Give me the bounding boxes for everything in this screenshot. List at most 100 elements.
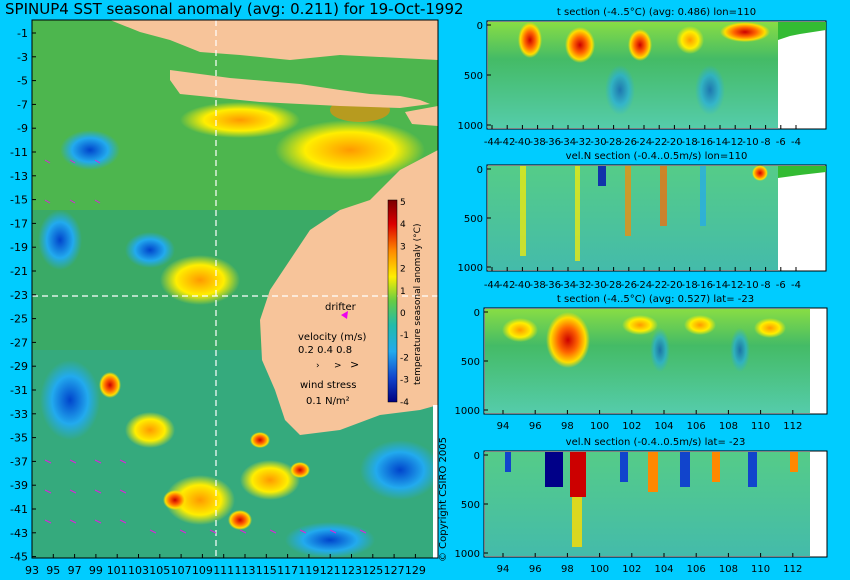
lon-tick-label: 115 bbox=[256, 564, 277, 577]
drifter-marker-icon bbox=[341, 311, 348, 319]
colorbar-label: temperature seasonal anomaly (°C) bbox=[413, 224, 423, 385]
lat-tick-label: -27 bbox=[10, 336, 28, 349]
section-x-tick-label: 108 bbox=[719, 421, 738, 432]
section-x-tick-label: 112 bbox=[783, 564, 802, 575]
section-x-tick-label: -42 bbox=[499, 137, 515, 148]
section-x-tick-label: -30 bbox=[590, 137, 606, 148]
section-title-t-lon: t section (-4..5°C) (avg: 0.486) lon=110 bbox=[556, 7, 757, 18]
lat-tick-label: -9 bbox=[17, 122, 28, 135]
colorbar-ticks: 5 4 3 2 1 0 -1 -2 -3 -4 bbox=[400, 198, 409, 408]
section-x-tick-label: 110 bbox=[751, 421, 770, 432]
section-x-tick-label: -20 bbox=[666, 280, 682, 291]
lon-tick-label: 105 bbox=[149, 564, 170, 577]
section-x-tick-label: -10 bbox=[742, 137, 758, 148]
section-x-tick-label: -38 bbox=[529, 137, 545, 148]
depth-tick-label: 0 bbox=[474, 451, 480, 462]
colorbar-tick-label: 4 bbox=[400, 220, 406, 230]
section-x-tick-label: -28 bbox=[605, 280, 621, 291]
lat-tick-label: -7 bbox=[17, 98, 28, 111]
lat-axis: -1 -3 -5 -7 -9 -11 -13 -15 -17 -19 -21 -23 -25 -27 -29… bbox=[10, 27, 36, 564]
section-x-tick-label: -6 bbox=[776, 137, 786, 148]
colorbar-tick-label: -1 bbox=[400, 331, 409, 341]
lon-tick-label: 117 bbox=[277, 564, 298, 577]
lon-tick-label: 93 bbox=[25, 564, 39, 577]
lon-tick-label: 127 bbox=[384, 564, 405, 577]
map-legend: drifter velocity (m/s) 0.2 0.4 0.8 › > >… bbox=[298, 198, 423, 408]
lon-tick-label: 129 bbox=[405, 564, 426, 577]
section-x-tick-label: -18 bbox=[681, 137, 697, 148]
section-x-tick-label: 106 bbox=[687, 564, 706, 575]
lat-tick-label: -21 bbox=[10, 265, 28, 278]
section-x-tick-label: -16 bbox=[697, 280, 713, 291]
lon-tick-label: 101 bbox=[107, 564, 128, 577]
section-x-tick-label: -12 bbox=[727, 280, 743, 291]
section-x-tick-label: -44 bbox=[484, 280, 500, 291]
section-x-tick-label: -44 bbox=[484, 137, 500, 148]
section-x-tick-label: -32 bbox=[575, 280, 591, 291]
section-title-v-lat: vel.N section (-0.4..0.5m/s) lat= -23 bbox=[565, 437, 746, 448]
section-x-tick-label: 110 bbox=[751, 564, 770, 575]
lat-tick-label: -1 bbox=[17, 27, 28, 40]
section-x-tick-label: -36 bbox=[545, 137, 561, 148]
section-x-tick-label: -36 bbox=[545, 280, 561, 291]
wind-stress-label: wind stress bbox=[300, 380, 356, 391]
section-x-tick-label: 100 bbox=[590, 421, 609, 432]
velocity-arrow-mid-icon: > bbox=[334, 361, 342, 371]
section-x-tick-label: -42 bbox=[499, 280, 515, 291]
lat-tick-label: -13 bbox=[10, 170, 28, 183]
depth-tick-label: 500 bbox=[461, 357, 480, 368]
lat-tick-label: -23 bbox=[10, 289, 28, 302]
colorbar-tick-label: 1 bbox=[400, 287, 406, 297]
section-axes: 05001000-44-42-40-38-36-34-32-30-28-26-2… bbox=[455, 21, 803, 575]
depth-tick-label: 1000 bbox=[458, 121, 483, 132]
depth-tick-label: 500 bbox=[461, 500, 480, 511]
lon-tick-label: 103 bbox=[128, 564, 149, 577]
lat-tick-label: -17 bbox=[10, 217, 28, 230]
lon-tick-label: 109 bbox=[192, 564, 213, 577]
lat-tick-label: -5 bbox=[17, 75, 28, 88]
lon-tick-label: 95 bbox=[46, 564, 60, 577]
section-x-tick-label: -4 bbox=[791, 280, 801, 291]
section-x-tick-label: 104 bbox=[654, 564, 673, 575]
page-title: SPINUP4 SST seasonal anomaly (avg: 0.211… bbox=[5, 0, 464, 18]
section-x-tick-label: -40 bbox=[514, 137, 530, 148]
section-x-tick-label: -32 bbox=[575, 137, 591, 148]
velocity-arrow-large-icon: > bbox=[350, 358, 359, 371]
section-x-tick-label: 96 bbox=[529, 564, 542, 575]
lon-tick-label: 111 bbox=[213, 564, 234, 577]
lat-tick-label: -31 bbox=[10, 384, 28, 397]
section-v-lon bbox=[486, 164, 827, 272]
colorbar-tick-label: 5 bbox=[400, 198, 406, 208]
section-x-tick-label: 104 bbox=[654, 421, 673, 432]
colorbar-tick-label: -2 bbox=[400, 353, 409, 363]
section-x-tick-label: 98 bbox=[561, 564, 574, 575]
section-x-tick-label: 100 bbox=[590, 564, 609, 575]
lon-tick-label: 107 bbox=[171, 564, 192, 577]
lat-tick-label: -33 bbox=[10, 408, 28, 421]
section-x-tick-label: -34 bbox=[560, 280, 576, 291]
lat-tick-label: -39 bbox=[10, 479, 28, 492]
drifter-label: drifter bbox=[325, 302, 357, 313]
section-x-tick-label: -40 bbox=[514, 280, 530, 291]
velocity-label: velocity (m/s) bbox=[298, 332, 366, 343]
velocity-scale: 0.2 0.4 0.8 bbox=[298, 345, 352, 356]
depth-tick-label: 0 bbox=[474, 308, 480, 319]
section-x-tick-label: -26 bbox=[621, 280, 637, 291]
lat-tick-label: -37 bbox=[10, 455, 28, 468]
section-title-t-lat: t section (-4..5°C) (avg: 0.527) lat= -2… bbox=[556, 294, 755, 305]
section-x-tick-label: 98 bbox=[561, 421, 574, 432]
colorbar-tick-label: 3 bbox=[400, 242, 406, 252]
section-x-tick-label: -22 bbox=[651, 137, 667, 148]
section-x-tick-label: -34 bbox=[560, 137, 576, 148]
section-title-v-lon: vel.N section (-0.4..0.5m/s) lon=110 bbox=[565, 151, 748, 162]
wind-stress-scale: 0.1 N/m² bbox=[306, 396, 350, 407]
section-t-lat bbox=[483, 307, 828, 415]
section-x-tick-label: -6 bbox=[776, 280, 786, 291]
section-x-tick-label: -18 bbox=[681, 280, 697, 291]
colorbar-tick-label: 2 bbox=[400, 265, 406, 275]
depth-tick-label: 1000 bbox=[455, 406, 480, 417]
velocity-arrow-small-icon: › bbox=[316, 361, 320, 371]
section-x-tick-label: 94 bbox=[497, 421, 510, 432]
section-x-tick-label: -24 bbox=[636, 280, 652, 291]
depth-tick-label: 500 bbox=[464, 71, 483, 82]
